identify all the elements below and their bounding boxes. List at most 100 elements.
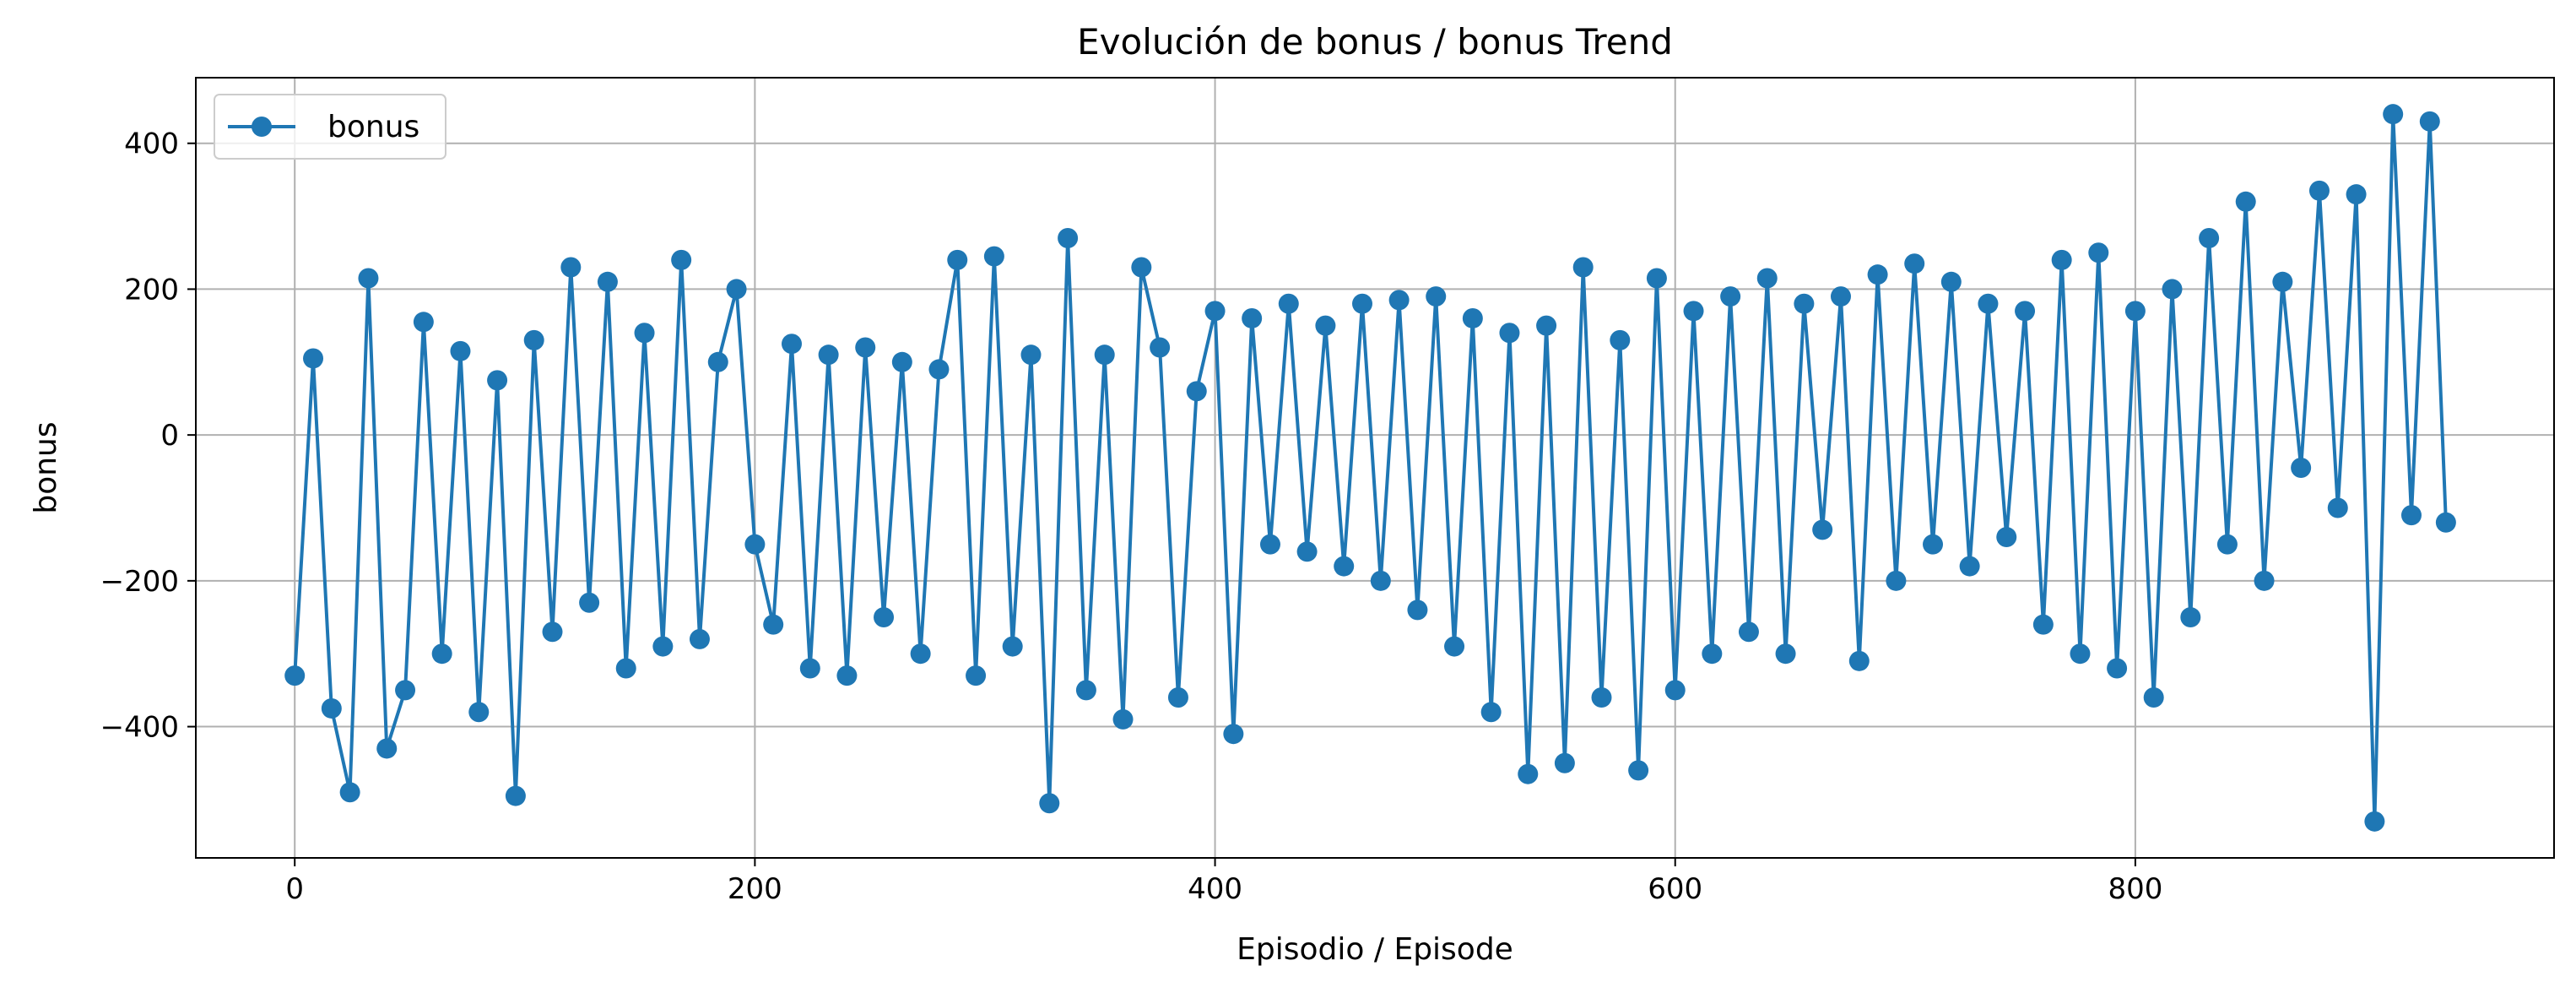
data-point [1407, 600, 1428, 621]
data-point [2199, 227, 2220, 248]
data-point [2015, 301, 2036, 322]
legend-marker-swatch [252, 117, 272, 137]
data-point [542, 621, 563, 643]
data-point [1628, 760, 1649, 781]
data-point [1352, 293, 1373, 314]
data-point [1002, 636, 1023, 657]
y-tick-label: 200 [124, 273, 179, 307]
data-point [615, 658, 636, 679]
data-point [2346, 184, 2367, 205]
data-point [2051, 249, 2072, 270]
data-point [376, 738, 398, 759]
data-point [1904, 253, 1925, 274]
data-point [523, 329, 544, 350]
data-point [763, 614, 784, 635]
data-point [468, 702, 490, 723]
data-point [1572, 257, 1594, 278]
data-point [818, 345, 839, 366]
data-point [413, 312, 434, 333]
data-point [855, 337, 876, 358]
data-point [1039, 793, 1060, 814]
data-point [1426, 286, 1447, 307]
data-point [1167, 687, 1188, 708]
data-point [2124, 301, 2146, 322]
data-point [1462, 307, 1483, 328]
data-point [2364, 811, 2385, 832]
data-point [2107, 658, 2128, 679]
data-point [487, 370, 508, 391]
data-point [1315, 315, 1336, 336]
data-point [966, 665, 987, 686]
data-point [2032, 614, 2054, 635]
data-point [1591, 687, 1612, 708]
y-axis-title: bonus [29, 421, 63, 513]
data-point [2088, 242, 2109, 263]
data-point [1112, 708, 1134, 730]
data-point [671, 249, 692, 270]
data-point [1020, 345, 1042, 366]
data-point [1370, 570, 1391, 591]
axes-frame [195, 77, 2555, 859]
data-point [1738, 621, 1759, 643]
data-point [1204, 301, 1226, 322]
x-tick-label: 600 [1648, 872, 1702, 906]
data-point [1867, 264, 1888, 285]
data-point [2327, 497, 2348, 518]
data-point [891, 351, 912, 372]
data-point [634, 323, 655, 344]
plot-area [284, 104, 2456, 832]
data-point [2254, 570, 2275, 591]
data-point [2143, 687, 2164, 708]
data-point [983, 246, 1004, 267]
data-point [1075, 680, 1096, 701]
data-point [505, 785, 526, 806]
x-tick-label: 400 [1188, 872, 1242, 906]
data-point [1702, 643, 1723, 665]
data-point [1886, 570, 1907, 591]
data-point [1940, 271, 1962, 292]
data-point [1646, 268, 1667, 289]
data-point [395, 680, 416, 701]
y-tick-label: 400 [124, 128, 179, 161]
data-point [1094, 345, 1115, 366]
data-point [1058, 227, 1079, 248]
x-axis-title: Episodio / Episode [1237, 932, 1513, 967]
data-point [1444, 636, 1465, 657]
data-point [2291, 458, 2312, 478]
y-tick-label: −400 [100, 711, 179, 745]
data-point [781, 334, 802, 355]
data-point [1278, 293, 1299, 314]
data-point [1830, 286, 1851, 307]
legend-box [214, 94, 446, 160]
grid [196, 78, 2554, 858]
data-point [1923, 534, 1944, 555]
data-point [726, 279, 747, 300]
data-point [874, 607, 895, 628]
data-point [1242, 307, 1263, 328]
data-point [1223, 724, 1244, 745]
data-point [1296, 541, 1318, 562]
data-point [2435, 512, 2456, 533]
x-tick-label: 800 [2108, 872, 2162, 906]
data-point [2235, 191, 2256, 212]
x-tick-label: 0 [285, 872, 304, 906]
data-point [1720, 286, 1741, 307]
data-point [321, 697, 342, 719]
data-point [1683, 301, 1704, 322]
ticks: 0 200 400 600 800 −400 −200 0 200 400 [100, 128, 2163, 906]
data-point [1978, 293, 1999, 314]
chart-title: Evolución de bonus / bonus Trend [1077, 21, 1673, 62]
data-point [2070, 643, 2091, 665]
data-point [1664, 680, 1686, 701]
data-point [1186, 381, 1207, 402]
data-point [689, 628, 710, 649]
data-point [284, 665, 306, 686]
data-point [2272, 271, 2293, 292]
data-point [836, 665, 858, 686]
data-point [339, 782, 360, 803]
data-point [1518, 763, 1539, 784]
data-point [2400, 505, 2422, 526]
data-point [744, 534, 766, 555]
y-tick-label: −200 [100, 565, 179, 599]
